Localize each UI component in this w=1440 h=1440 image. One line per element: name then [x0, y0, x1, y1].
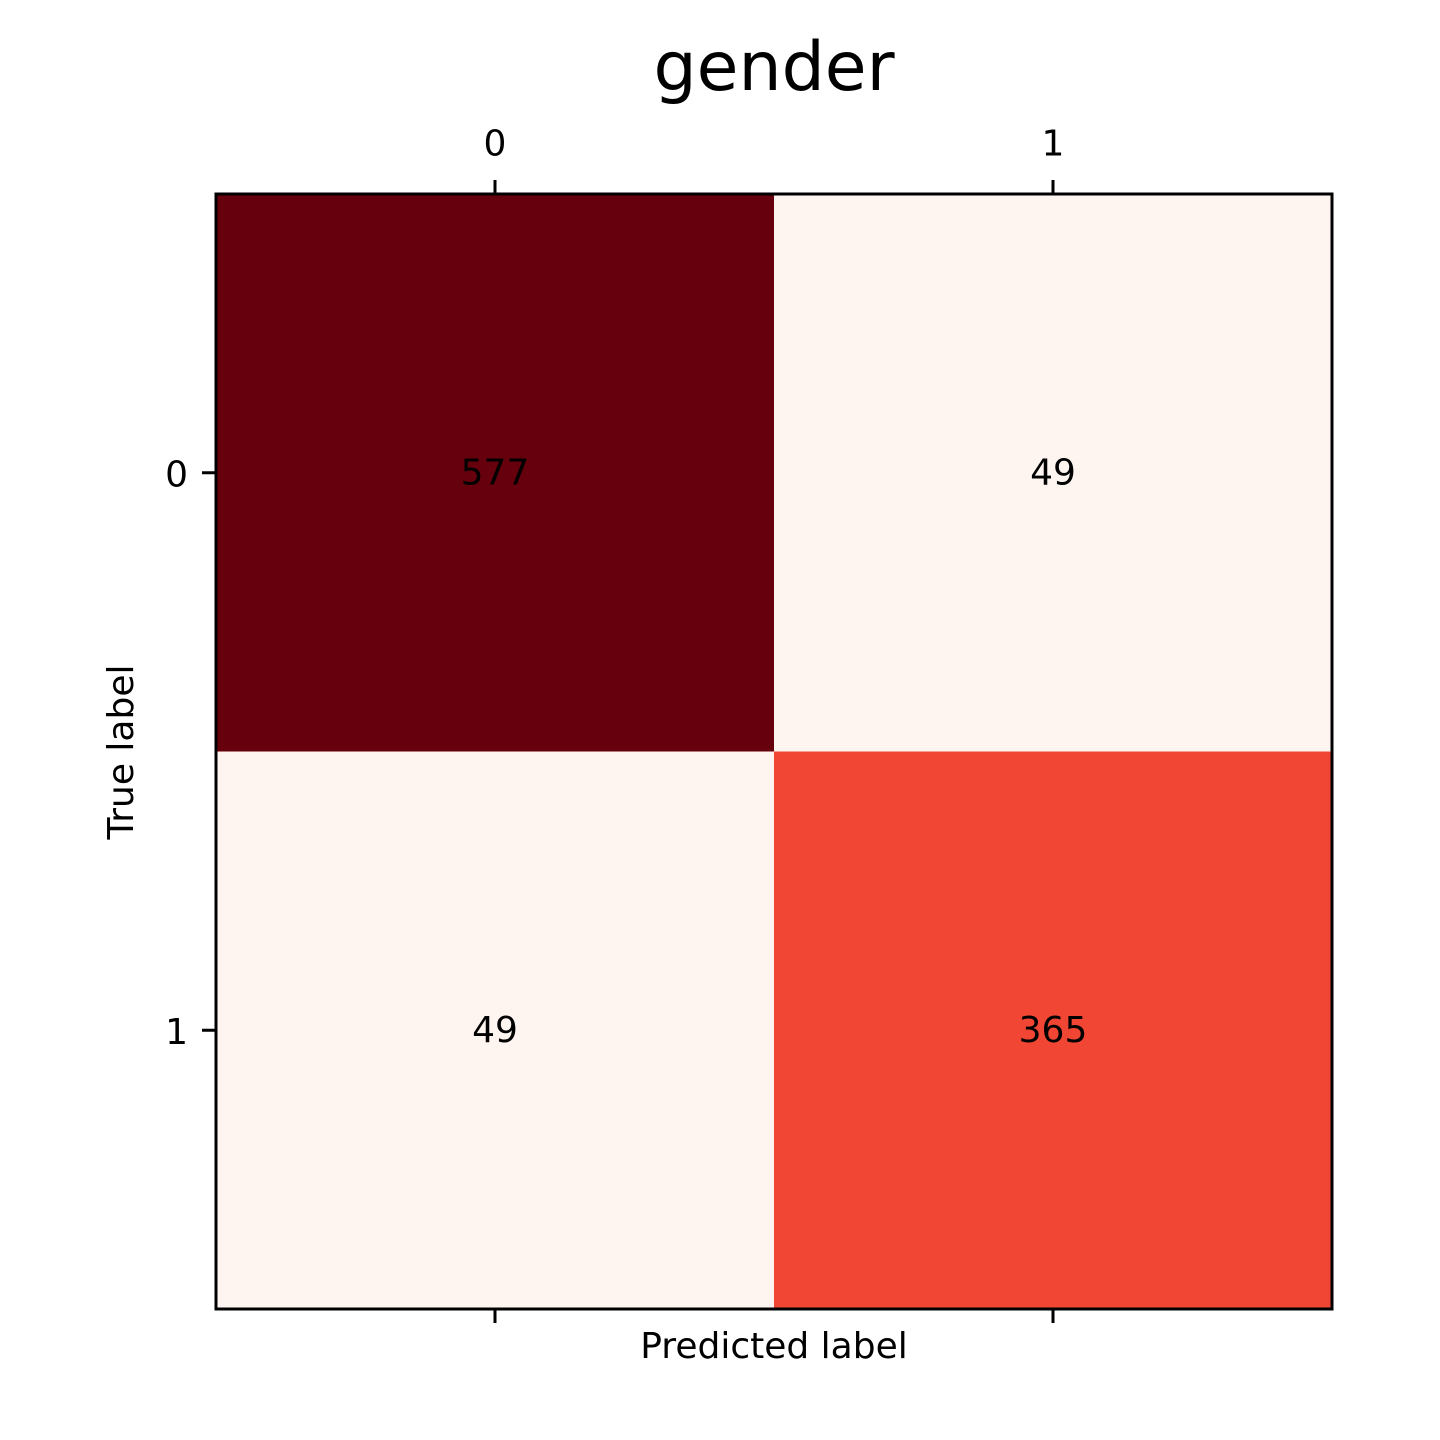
heatmap-cells: [216, 194, 1332, 1309]
cell-value-r1-c1: 365: [1019, 1010, 1088, 1051]
x-axis-label: Predicted label: [640, 1326, 908, 1367]
x-tick-label-1: 1: [1042, 124, 1065, 165]
plot-frame: [214, 192, 1334, 1311]
heatmap-cell-labels: 577 49 49 365: [461, 452, 1088, 1051]
cell-value-r0-c1: 49: [1030, 452, 1076, 493]
cell-value-r0-c0: 577: [461, 452, 530, 493]
heatmap-cell-r0-c0: [216, 194, 774, 752]
chart-title: gender: [653, 28, 894, 107]
y-axis-label: True label: [101, 665, 142, 841]
y-tick-label-0: 0: [165, 454, 188, 495]
y-axis-ticks: 01: [165, 454, 216, 1053]
x-tick-label-0: 0: [484, 124, 507, 165]
cell-value-r1-c0: 49: [472, 1010, 518, 1051]
y-tick-label-1: 1: [165, 1012, 188, 1053]
heatmap-cell-r0-c1: [774, 194, 1332, 752]
heatmap-cell-r1-c1: [774, 751, 1332, 1309]
heatmap-cell-r1-c0: [216, 751, 774, 1309]
